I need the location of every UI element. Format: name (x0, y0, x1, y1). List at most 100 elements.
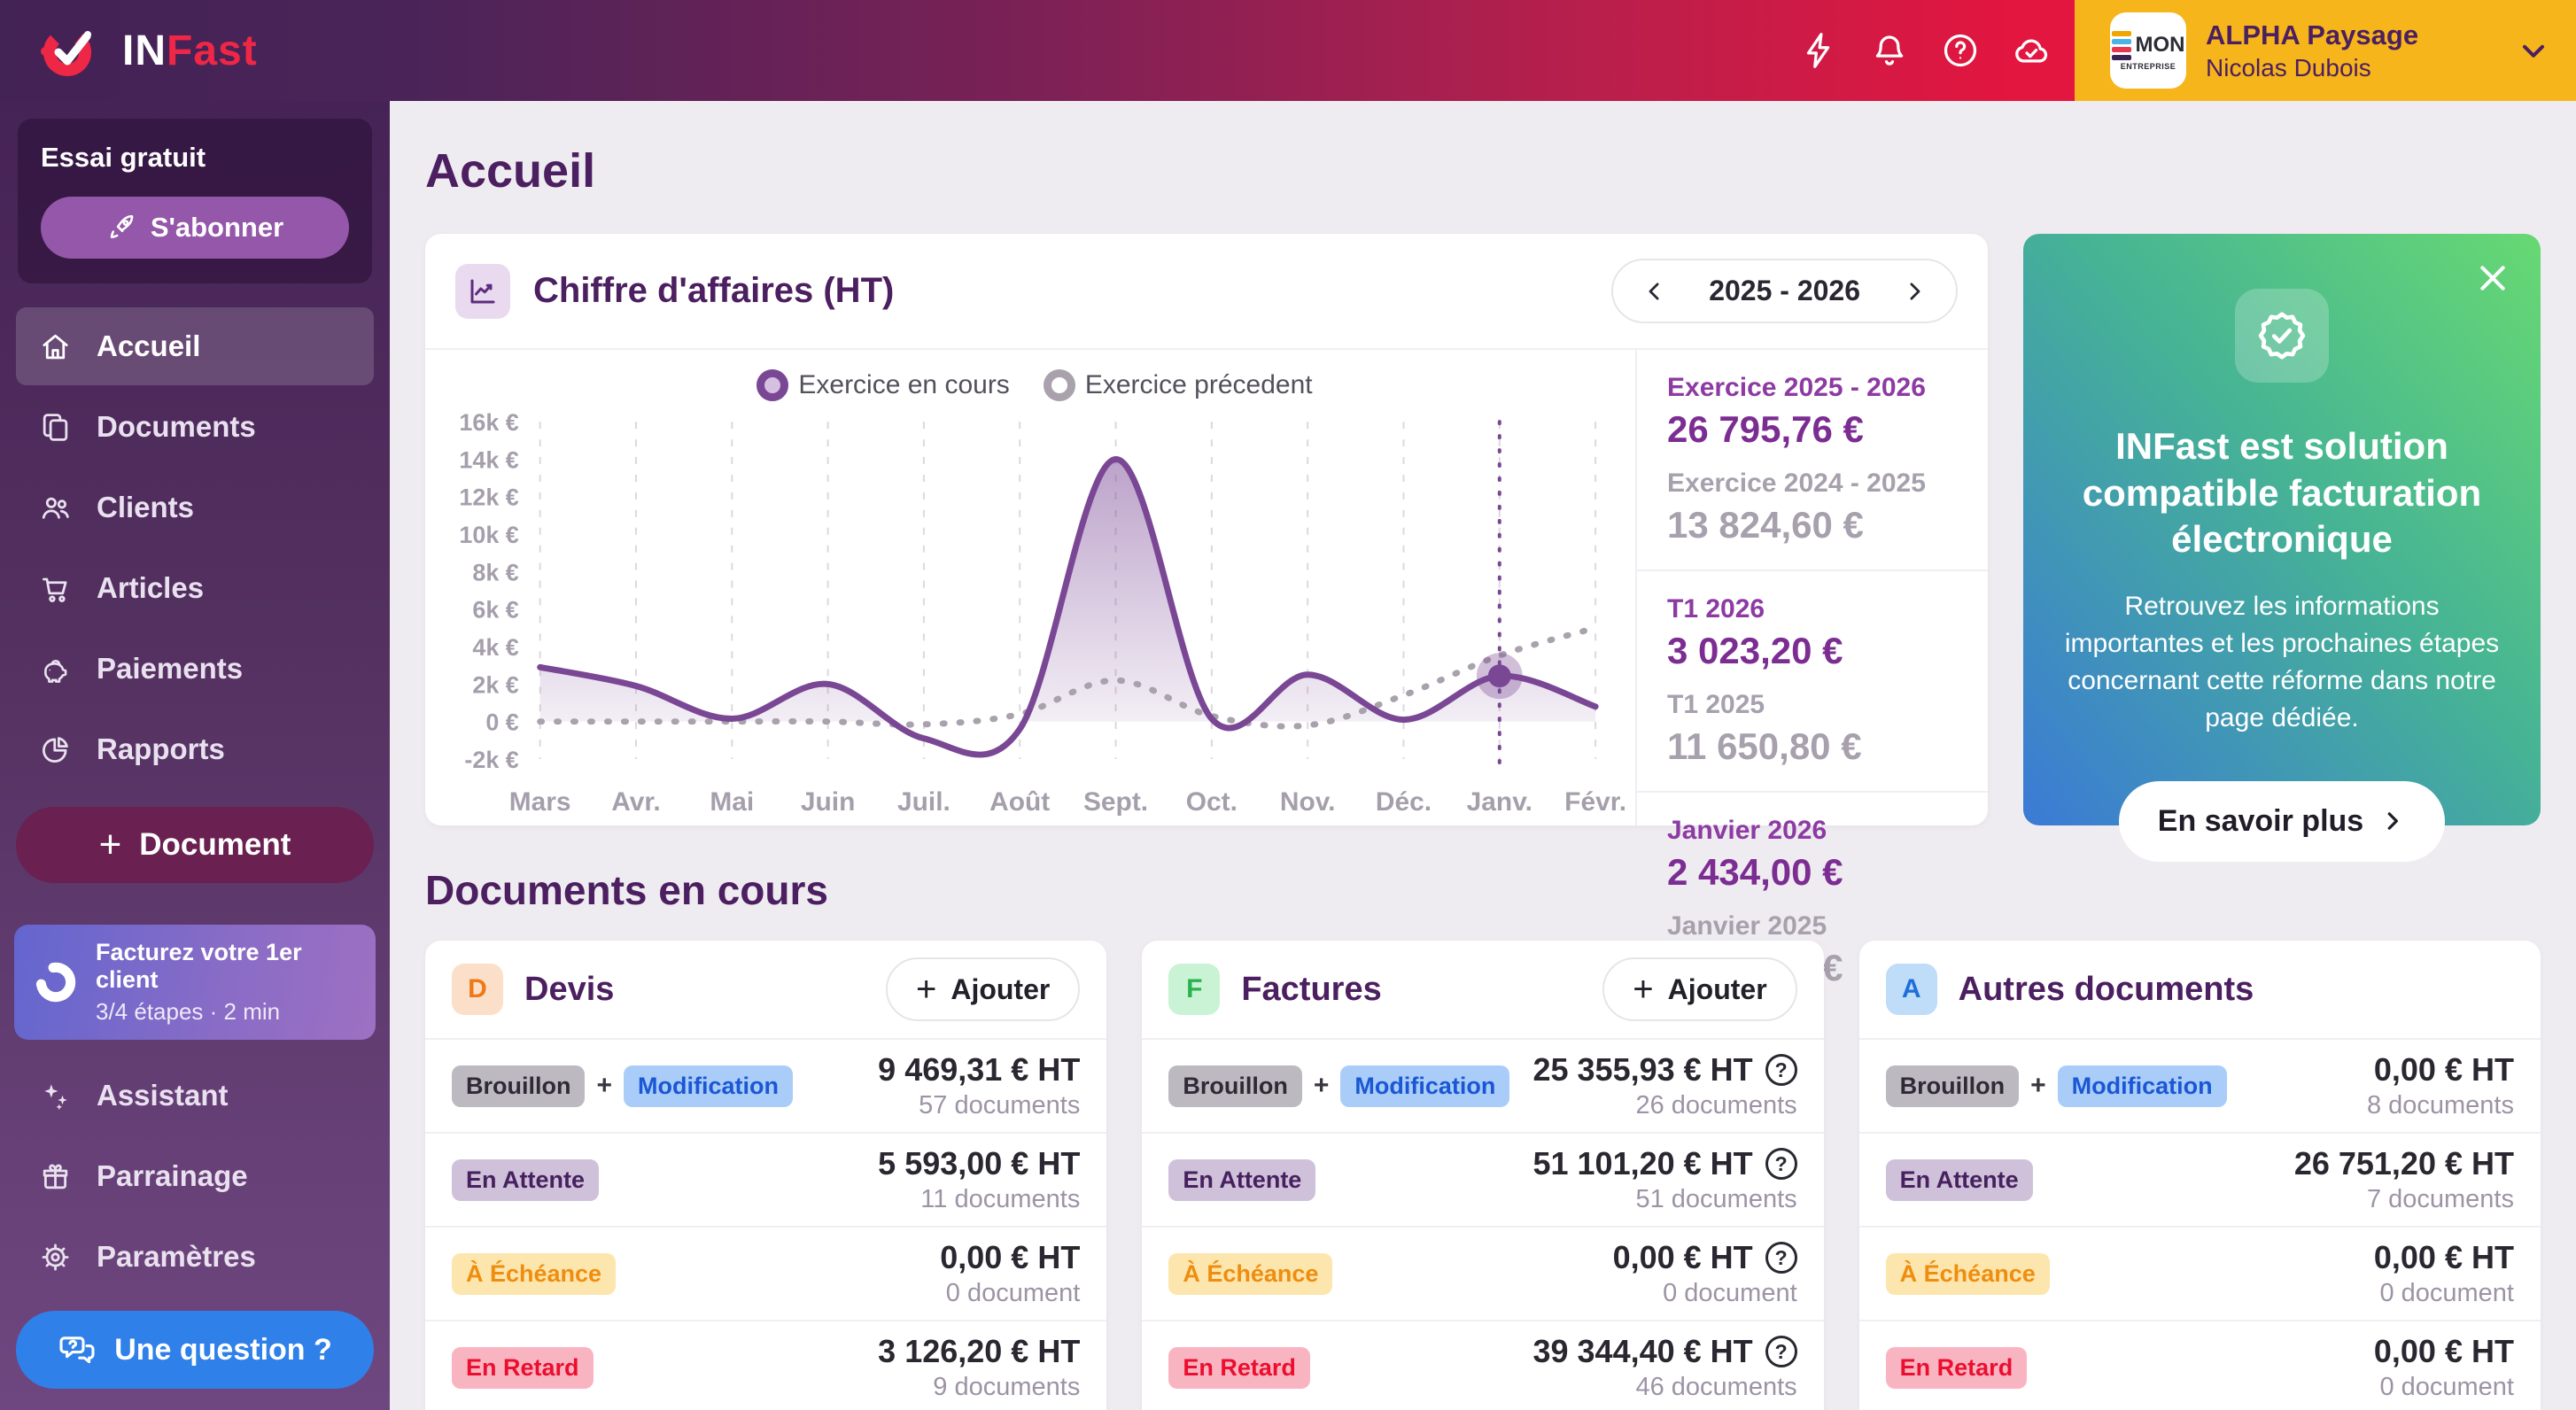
svg-text:4k €: 4k € (472, 634, 518, 661)
sidebar-item-articles[interactable]: Articles (16, 549, 374, 627)
table-row[interactable]: En Retard 39 344,40 € HT?46 documents (1142, 1320, 1823, 1410)
subscribe-button[interactable]: S'abonner (41, 197, 349, 259)
devis-header: D Devis + Ajouter (425, 941, 1106, 1038)
devis-initial-badge: D (452, 964, 503, 1015)
progress-ring-icon (34, 960, 78, 1004)
status-badge: En Attente (1168, 1159, 1315, 1201)
doc-count: 8 documents (2367, 1091, 2514, 1120)
legend-previous[interactable]: Exercice précedent (1044, 369, 1313, 401)
top-row: Chiffre d'affaires (HT) 2025 - 2026 (425, 234, 2541, 825)
table-row[interactable]: À Échéance 0,00 € HT0 document (1859, 1226, 2541, 1320)
amount: 26 751,20 € HT (2294, 1145, 2514, 1182)
sidebar-item-parrainage[interactable]: Parrainage (16, 1137, 374, 1215)
svg-text:14k €: 14k € (459, 446, 518, 473)
plus-icon: + (1633, 972, 1653, 1007)
onboarding-texts: Facturez votre 1er client 3/4 étapes · 2… (96, 939, 356, 1026)
table-row[interactable]: En Attente 5 593,00 € HT11 documents (425, 1132, 1106, 1226)
company-logo-stripes (2112, 31, 2131, 60)
doc-count: 0 document (1663, 1279, 1797, 1308)
table-row[interactable]: À Échéance 0,00 € HT0 document (425, 1226, 1106, 1320)
app-logo-text: INFast (122, 27, 258, 75)
table-row[interactable]: Brouillon+Modification 25 355,93 € HT?26… (1142, 1038, 1823, 1132)
cart-icon (39, 572, 72, 605)
documents-icon (39, 411, 72, 444)
amount: 0,00 € HT (1613, 1239, 1753, 1276)
amount: 9 469,31 € HT (878, 1051, 1080, 1088)
table-row[interactable]: À Échéance 0,00 € HT?0 document (1142, 1226, 1823, 1320)
revenue-line-chart[interactable]: 16k €14k €12k €10k €8k €6k €4k €2k €0 €-… (443, 405, 1626, 825)
add-facture-button[interactable]: + Ajouter (1602, 957, 1796, 1021)
previous-year-button[interactable] (1641, 278, 1668, 305)
line-chart-icon (455, 264, 510, 319)
sidebar-item-paiements[interactable]: Paiements (16, 630, 374, 708)
users-icon (39, 492, 72, 524)
sidebar-item-clients[interactable]: Clients (16, 469, 374, 546)
factures-initial-badge: F (1168, 964, 1220, 1015)
plus-icon: + (99, 825, 122, 864)
devis-card: D Devis + Ajouter Brouillon+Modification… (425, 941, 1106, 1410)
sidebar-item-accueil[interactable]: Accueil (16, 307, 374, 385)
sidebar-item-documents[interactable]: Documents (16, 388, 374, 466)
stat-label: Janvier 2026 (1667, 816, 1958, 846)
table-row[interactable]: En Retard 3 126,20 € HT9 documents (425, 1320, 1106, 1410)
new-document-button[interactable]: + Document (16, 807, 374, 883)
legend-current[interactable]: Exercice en cours (757, 369, 1009, 401)
svg-text:10k €: 10k € (459, 522, 518, 548)
add-devis-button[interactable]: + Ajouter (886, 957, 1080, 1021)
promo-title: INFast est solution compatible facturati… (2078, 423, 2486, 563)
svg-text:Juin: Juin (801, 787, 855, 817)
account-menu[interactable]: MON ENTREPRISE ALPHA Paysage Nicolas Dub… (2075, 0, 2576, 101)
status-badge: En Attente (1886, 1159, 2033, 1201)
sidebar-item-parametres[interactable]: Paramètres (16, 1218, 374, 1296)
chat-bubbles-icon (58, 1330, 97, 1369)
stat-prev-label: T1 2025 (1667, 690, 1958, 720)
svg-text:Mai: Mai (710, 787, 754, 817)
revenue-chart-card: Chiffre d'affaires (HT) 2025 - 2026 (425, 234, 1988, 825)
table-row[interactable]: En Attente 26 751,20 € HT7 documents (1859, 1132, 2541, 1226)
doc-count: 0 document (2379, 1373, 2514, 1402)
stat-prev-value: 13 824,60 € (1667, 504, 1958, 546)
year-range-label: 2025 - 2026 (1709, 275, 1860, 307)
svg-text:12k €: 12k € (459, 484, 518, 511)
documents-section-title: Documents en cours (425, 866, 2541, 914)
account-names: ALPHA Paysage Nicolas Dubois (2206, 19, 2516, 82)
lightning-icon[interactable] (1798, 30, 1839, 71)
amount: 25 355,93 € HT (1532, 1051, 1752, 1088)
help-icon[interactable]: ? (1765, 1242, 1797, 1274)
question-button[interactable]: Une question ? (16, 1311, 374, 1389)
topbar: INFast MON ENTREPRISE ALPHA Paysage (0, 0, 2576, 101)
chart-stats-panel: Exercice 2025 - 2026 26 795,76 € Exercic… (1635, 350, 1988, 825)
year-switcher: 2025 - 2026 (1611, 259, 1958, 323)
app-logo[interactable]: INFast (0, 23, 390, 78)
svg-text:Mars: Mars (509, 787, 571, 817)
learn-more-button[interactable]: En savoir plus (2119, 781, 2445, 862)
autres-header: A Autres documents (1859, 941, 2541, 1038)
help-icon[interactable] (1940, 30, 1981, 71)
next-year-button[interactable] (1901, 278, 1928, 305)
bell-icon[interactable] (1869, 30, 1910, 71)
status-badge: En Attente (452, 1159, 599, 1201)
table-row[interactable]: En Retard 0,00 € HT0 document (1859, 1320, 2541, 1410)
close-icon[interactable] (2475, 260, 2510, 296)
devis-title: Devis (524, 971, 886, 1009)
status-badge: En Retard (1168, 1347, 1310, 1389)
help-icon[interactable]: ? (1765, 1054, 1797, 1086)
cloud-check-icon[interactable] (2011, 30, 2052, 71)
sidebar-item-assistant[interactable]: Assistant (16, 1057, 374, 1135)
chevron-down-icon[interactable] (2516, 33, 2551, 68)
svg-text:2k €: 2k € (472, 671, 518, 698)
sidebar-item-rapports[interactable]: Rapports (16, 710, 374, 788)
plus-icon: + (916, 972, 936, 1007)
help-icon[interactable]: ? (1765, 1336, 1797, 1367)
help-icon[interactable]: ? (1765, 1148, 1797, 1180)
doc-count: 0 document (2379, 1279, 2514, 1308)
status-badge: Modification (1340, 1065, 1509, 1107)
stat-prev-label: Exercice 2024 - 2025 (1667, 469, 1958, 499)
onboarding-progress: 3/4 étapes · 2 min (96, 998, 356, 1026)
table-row[interactable]: Brouillon+Modification 0,00 € HT8 docume… (1859, 1038, 2541, 1132)
onboarding-card[interactable]: Facturez votre 1er client 3/4 étapes · 2… (14, 925, 376, 1040)
status-badge: En Retard (1886, 1347, 2028, 1389)
svg-text:Juil.: Juil. (897, 787, 950, 817)
table-row[interactable]: En Attente 51 101,20 € HT?51 documents (1142, 1132, 1823, 1226)
table-row[interactable]: Brouillon+Modification 9 469,31 € HT57 d… (425, 1038, 1106, 1132)
